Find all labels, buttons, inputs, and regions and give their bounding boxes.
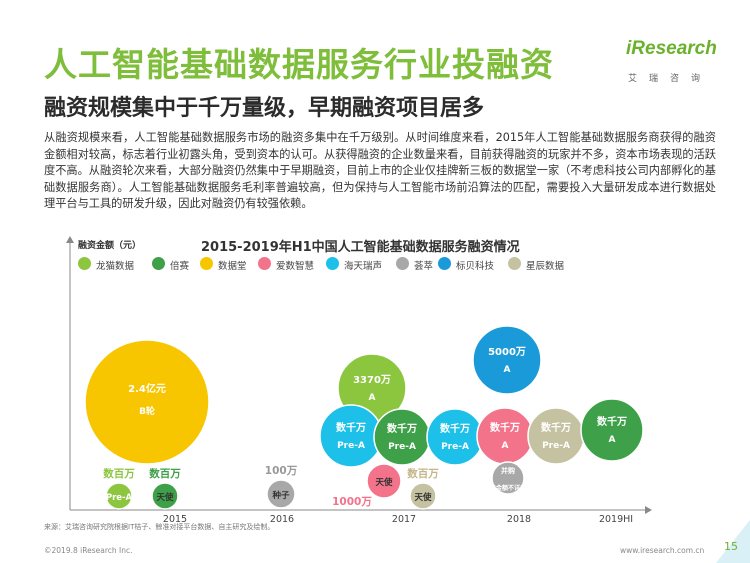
bubble-round-label: Pre-A — [542, 441, 570, 451]
bubble-amount-label: 数千万 — [336, 421, 366, 434]
bubble-amount-label: 数千万 — [490, 421, 520, 434]
bubble-round-label: Pre-A — [441, 442, 469, 452]
bubble — [105, 482, 133, 510]
bubble-amount-label: 数千万 — [440, 422, 470, 435]
legend-swatch — [258, 257, 271, 270]
x-tick-label: 2015 — [163, 514, 187, 525]
bubble — [409, 482, 437, 510]
chart-title: 2015-2019年H1中国人工智能基础数据服务融资情况 — [201, 240, 520, 255]
iresearch-logo: iResearch 艾瑞咨询 — [626, 38, 722, 84]
y-axis-arrow — [66, 236, 74, 243]
legend-swatch — [438, 257, 451, 270]
bubble-round-label: Pre-A — [388, 442, 416, 452]
page-title: 人工智能基础数据服务行业投融资 — [44, 45, 554, 84]
legend-label: 倍赛 — [170, 261, 190, 272]
body-paragraph: 从融资规模来看，人工智能基础数据服务市场的融资多集中在千万级别。从时间维度来看，… — [44, 131, 716, 211]
bubble — [319, 404, 383, 468]
x-tick-label: 2019HI — [599, 514, 633, 525]
legend-label: 荟萃 — [414, 261, 434, 272]
x-tick-label: 2016 — [270, 514, 294, 525]
bubble — [151, 482, 179, 510]
bubble — [266, 479, 296, 509]
logo-cn-text: 艾瑞咨询 — [628, 74, 713, 84]
bubble-round-label: 天使 — [375, 477, 393, 488]
legend-swatch — [152, 257, 165, 270]
source-note: 来源：艾瑞咨询研究院根据IT桔子、鲸准对接平台数据、自主研究及绘制。 — [44, 523, 275, 531]
x-tick-label: 2017 — [392, 514, 416, 525]
bubble — [491, 461, 525, 495]
legend-label: 数据堂 — [218, 261, 247, 272]
y-axis-label: 融资金额（元） — [78, 241, 142, 251]
bubble — [366, 463, 402, 499]
bubble-amount-label: 数千万 — [387, 422, 417, 435]
legend-swatch — [326, 257, 339, 270]
bubble-amount-label: 数千万 — [541, 421, 571, 434]
legend-swatch — [200, 257, 213, 270]
bubble — [476, 407, 534, 465]
bubble-amount-label: 1000万 — [332, 496, 372, 508]
bubble-amount-label: 100万 — [265, 465, 298, 477]
website-link[interactable]: www.iresearch.com.cn — [620, 546, 705, 555]
bubble-round-label: 天使 — [414, 492, 432, 503]
bubble — [373, 408, 431, 466]
corner-decoration — [716, 520, 750, 563]
logo-mark: iResearch — [626, 38, 717, 59]
legend-swatch — [396, 257, 409, 270]
legend-label: 标贝科技 — [456, 261, 495, 272]
bubble-amount-label: 数百万 — [148, 467, 181, 480]
bubble-round-label: Pre-A — [337, 441, 365, 451]
bubble — [472, 325, 542, 395]
bubble-amount-label: 并购 — [501, 466, 515, 475]
bubble — [580, 398, 644, 462]
x-tick-label: 2018 — [507, 514, 531, 525]
bubble-amount-label: 3370万 — [353, 374, 391, 386]
legend-label: 爱数智慧 — [276, 261, 315, 272]
bubble-amount-label: 2.4亿元 — [128, 382, 166, 395]
legend-swatch — [78, 257, 91, 270]
bubble — [84, 339, 210, 465]
legend-label: 海天瑞声 — [344, 261, 383, 272]
bubble-round-label: 种子 — [271, 490, 290, 501]
x-axis-arrow — [645, 506, 652, 514]
bubble-round-label: B轮 — [139, 405, 155, 417]
page-subtitle: 融资规模集中于千万量级，早期融资项目居多 — [44, 96, 485, 121]
bubble-amount-label: 数千万 — [597, 415, 627, 428]
bubble-round-label: A — [504, 365, 511, 375]
bubble-round-label: Pre-A — [106, 493, 133, 503]
bubble-round-label: (金额不详) — [493, 484, 523, 492]
copyright: ©2019.8 iResearch Inc. — [44, 546, 133, 555]
legend-label: 星辰数据 — [526, 261, 565, 272]
bubble — [527, 407, 585, 465]
page-number: 15 — [724, 540, 738, 553]
bubble — [426, 408, 484, 466]
bubble-amount-label: 数百万 — [406, 467, 439, 480]
bubble-round-label: A — [502, 441, 509, 451]
bubble-round-label: 天使 — [156, 492, 174, 503]
legend-label: 龙猫数据 — [96, 261, 135, 272]
bubble-round-label: A — [369, 393, 376, 403]
bubble-amount-label: 数百万 — [102, 467, 135, 480]
legend-swatch — [508, 257, 521, 270]
bubble-round-label: A — [609, 435, 616, 445]
bubble-amount-label: 5000万 — [488, 346, 526, 358]
